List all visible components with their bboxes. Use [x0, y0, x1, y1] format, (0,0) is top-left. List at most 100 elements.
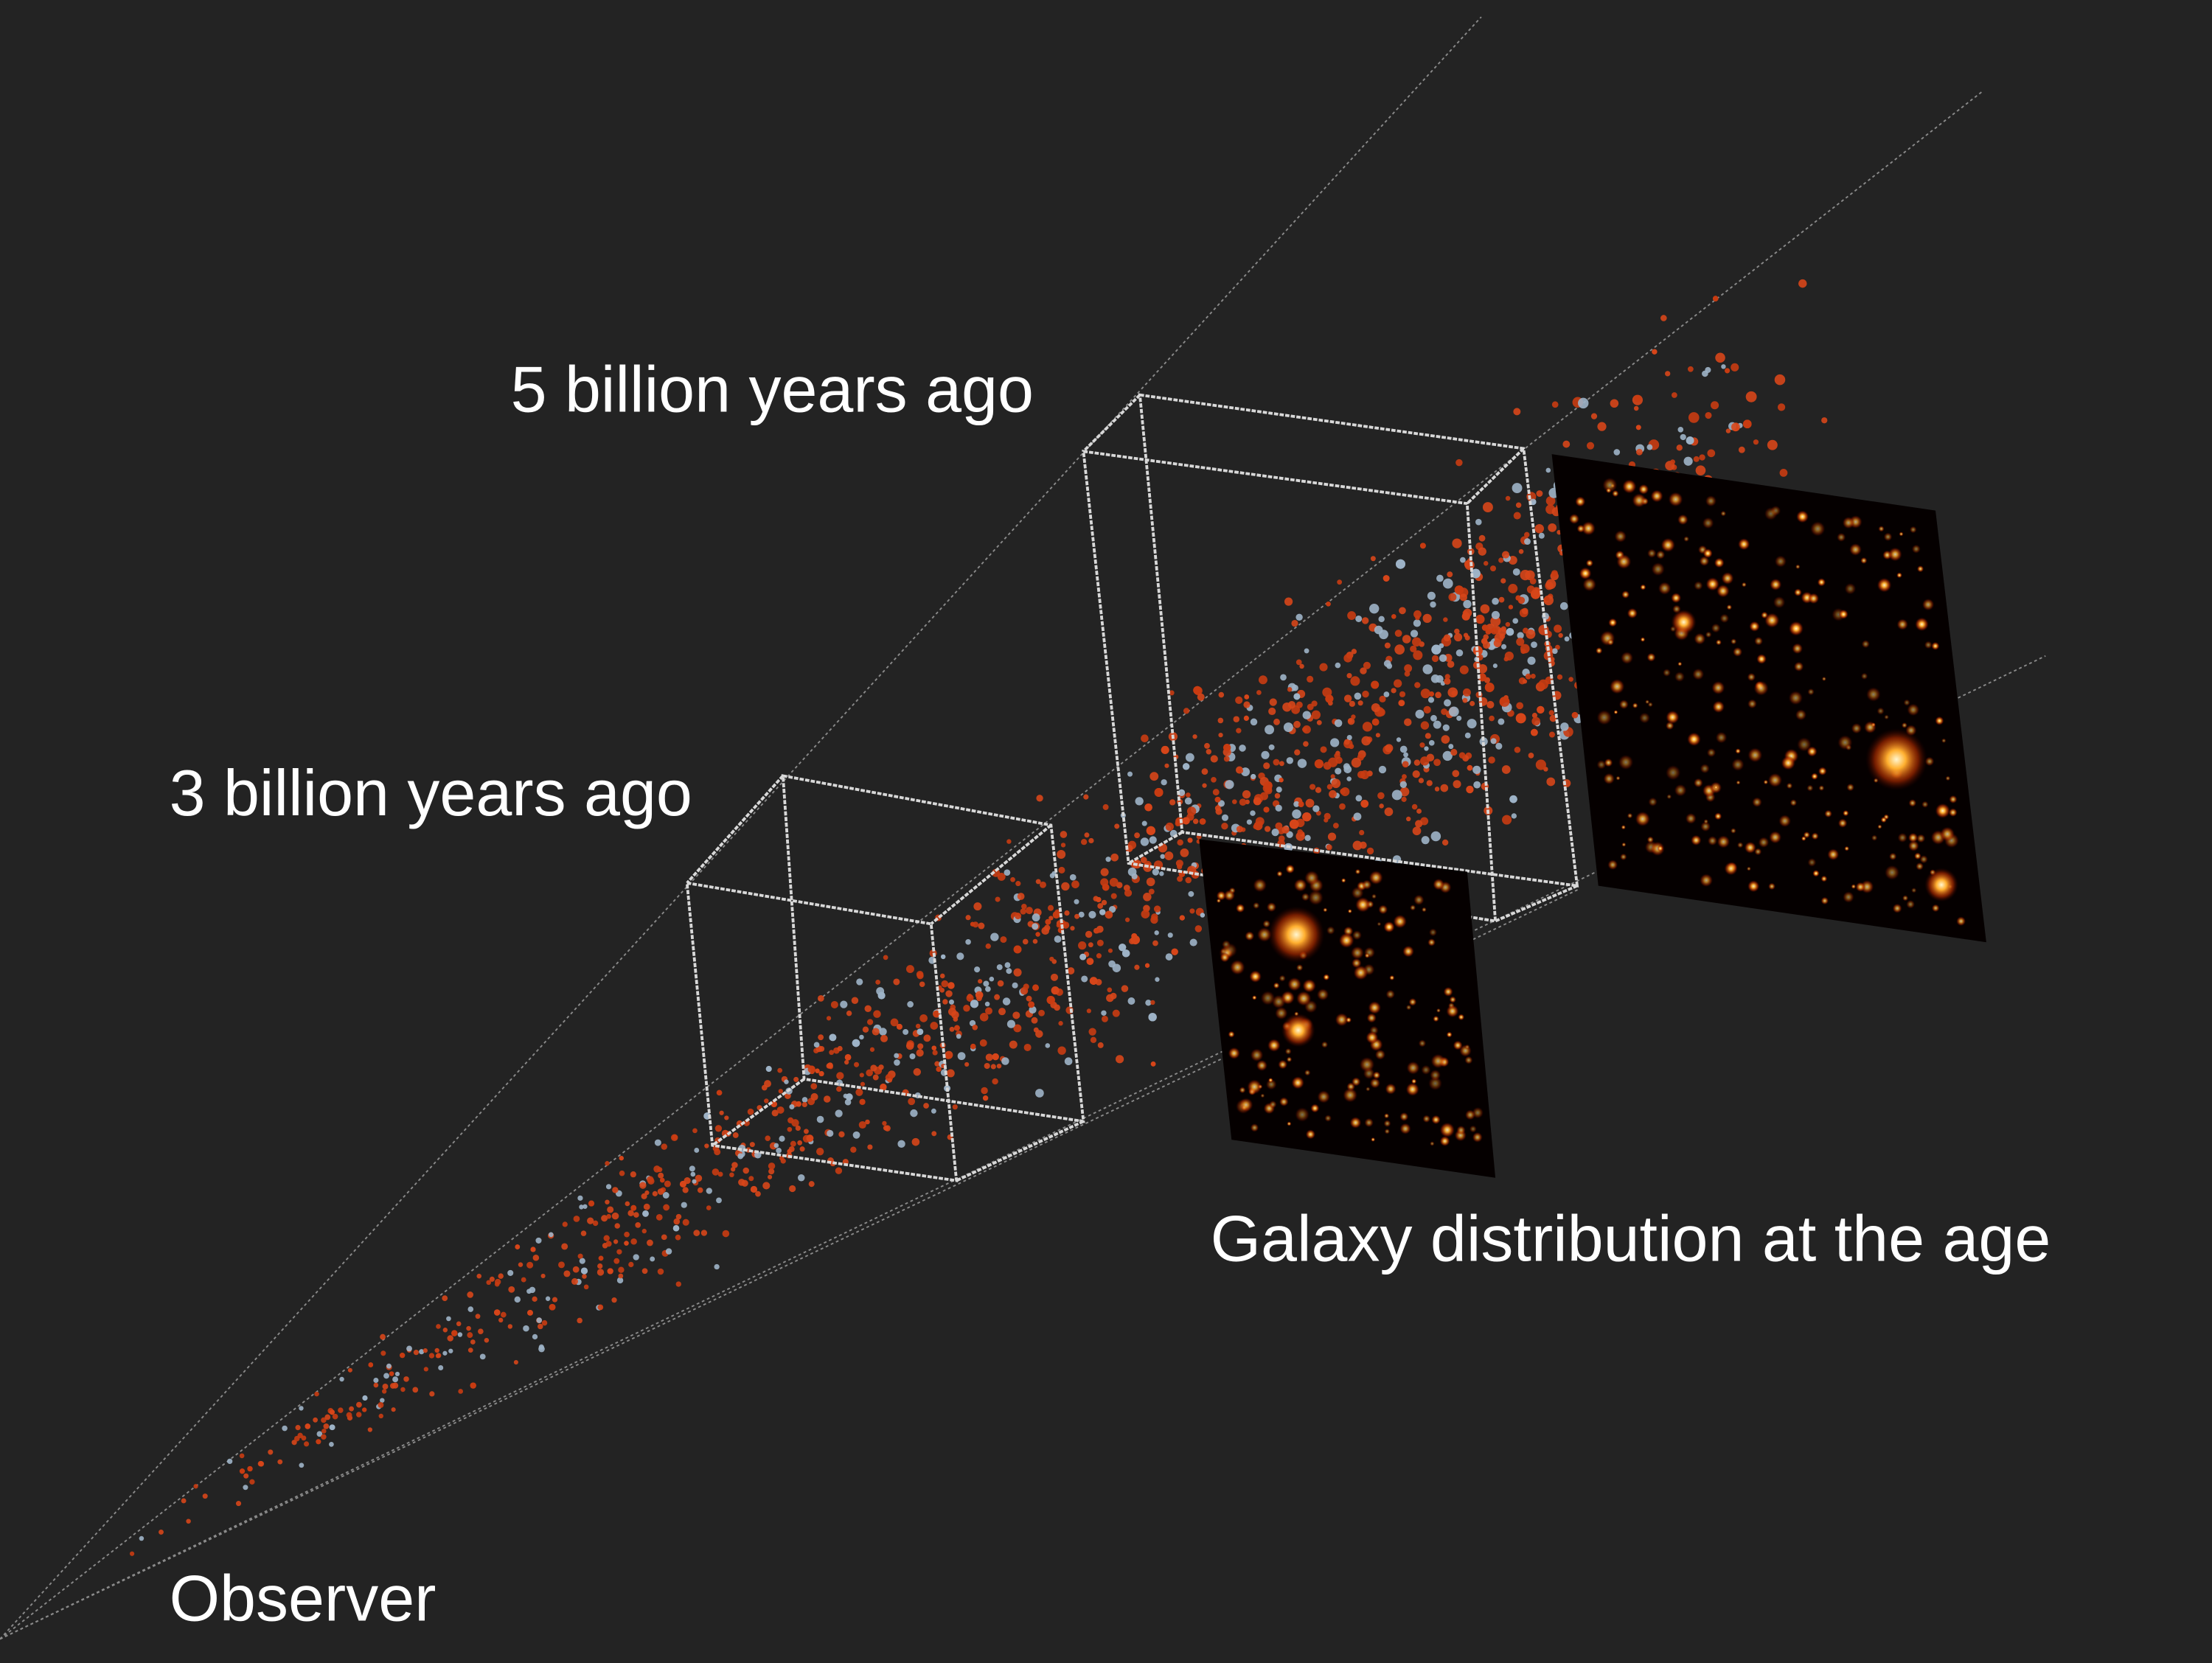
map-hub	[1671, 609, 1697, 635]
galaxy-point-red	[436, 1324, 441, 1329]
galaxy-point-red	[1371, 680, 1380, 689]
map-glow	[1464, 1109, 1476, 1120]
galaxy-point-blue	[1455, 649, 1464, 657]
galaxy-point-red	[527, 1309, 533, 1316]
galaxy-point-red	[561, 1243, 568, 1250]
map-glow	[1774, 555, 1787, 568]
map-glow	[1939, 826, 1955, 842]
map-glow	[1279, 1097, 1289, 1107]
galaxy-point-blue	[1467, 719, 1477, 729]
map-glow	[1385, 989, 1396, 1000]
map-glow	[1411, 1078, 1417, 1084]
galaxy-point-red	[808, 1181, 815, 1188]
galaxy-point-red	[423, 1367, 428, 1372]
galaxy-point-blue	[754, 1151, 762, 1159]
galaxy-point-blue	[1511, 813, 1517, 819]
galaxy-point-blue	[507, 1269, 514, 1276]
map-glow	[1609, 678, 1625, 694]
galaxy-point-red	[1263, 762, 1270, 770]
galaxy-point-blue	[1012, 982, 1018, 989]
galaxy-point-blue	[894, 1059, 900, 1066]
galaxy-point-blue	[852, 1131, 860, 1139]
galaxy-point-blue	[1064, 1057, 1073, 1066]
galaxy-point-red	[1164, 763, 1169, 768]
galaxy-point-red	[994, 994, 1001, 1000]
galaxy-point-red	[1258, 675, 1267, 685]
galaxy-point-red	[1531, 589, 1541, 599]
galaxy-point-blue	[1444, 699, 1451, 707]
map-glow	[1665, 764, 1681, 781]
galaxy-point-red	[1454, 628, 1460, 635]
galaxy-point-blue	[1448, 744, 1454, 750]
galaxy-point-red	[1115, 1055, 1124, 1064]
galaxy-point-red	[815, 1147, 824, 1156]
galaxy-point-blue	[1004, 962, 1011, 969]
galaxy-point-red	[1501, 551, 1510, 559]
galaxy-point-red	[1268, 707, 1276, 716]
galaxy-point-blue	[1149, 836, 1157, 844]
galaxy-point-red	[1498, 557, 1504, 563]
galaxy-point-blue	[1200, 913, 1206, 918]
map-glow	[1640, 584, 1646, 590]
map-glow	[1418, 1039, 1427, 1047]
map-glow	[1324, 1115, 1332, 1122]
galaxy-point-red	[1480, 604, 1490, 614]
galaxy-point-red	[1501, 765, 1511, 774]
galaxy-point-red	[1032, 984, 1039, 991]
galaxy-point-red	[1453, 780, 1461, 789]
galaxy-point-blue	[1473, 781, 1481, 789]
galaxy-point-red	[1429, 691, 1435, 697]
galaxy-point-red	[1130, 935, 1140, 945]
galaxy-point-red	[1470, 700, 1475, 706]
map-glow	[1906, 899, 1916, 909]
galaxy-point-blue	[1293, 801, 1300, 807]
galaxy-point-red	[787, 1148, 792, 1154]
galaxy-point-blue	[1001, 1057, 1009, 1065]
galaxy-point-red	[378, 1413, 383, 1419]
galaxy-point-red	[614, 1223, 621, 1229]
galaxy-point-blue	[654, 1139, 661, 1146]
galaxy-point-blue	[1680, 433, 1686, 441]
map-glow	[1250, 1048, 1264, 1062]
galaxy-point-red	[1466, 785, 1474, 794]
galaxy-point-blue	[1127, 997, 1135, 1005]
galaxy-point-blue	[776, 1147, 782, 1154]
galaxy-point-red	[1462, 697, 1468, 703]
galaxy-point-blue	[1440, 681, 1445, 686]
map-glow	[1941, 738, 1947, 744]
galaxy-point-red	[653, 1165, 661, 1173]
galaxy-point-red	[1015, 913, 1022, 920]
galaxy-point-red	[635, 1222, 641, 1228]
galaxy-point-red	[883, 955, 888, 961]
map-glow	[1877, 577, 1892, 593]
map-glow	[1915, 617, 1929, 632]
galaxy-point-red	[277, 1459, 283, 1465]
galaxy-point-red	[1440, 784, 1449, 792]
galaxy-point-red	[434, 1348, 439, 1353]
galaxy-point-red	[1486, 700, 1495, 709]
map-glow	[1883, 532, 1893, 542]
galaxy-point-blue	[662, 1192, 669, 1199]
galaxy-point-red	[181, 1498, 187, 1504]
galaxy-point-red	[964, 1061, 970, 1067]
galaxy-point-blue	[1155, 977, 1160, 982]
galaxy-point-blue	[956, 1033, 961, 1039]
galaxy-point-red	[1060, 843, 1066, 848]
galaxy-point-red	[1199, 818, 1206, 825]
galaxy-point-red	[1514, 746, 1521, 753]
map-glow	[1469, 1125, 1477, 1133]
map-glow	[1916, 862, 1924, 871]
galaxy-point-red	[1349, 744, 1354, 750]
galaxy-point-red	[1394, 679, 1402, 688]
galaxy-point-red	[1314, 759, 1324, 769]
galaxy-point-red	[978, 979, 983, 984]
galaxy-point-red	[1351, 714, 1356, 719]
map-glow	[1249, 970, 1262, 983]
map-glow	[1657, 845, 1663, 852]
galaxy-point-red	[905, 965, 914, 974]
map-glow	[1827, 848, 1840, 861]
galaxy-point-red	[1508, 584, 1518, 593]
galaxy-point-red	[1472, 646, 1483, 656]
galaxy-point-red	[749, 1142, 755, 1148]
galaxy-point-red	[1452, 770, 1460, 778]
